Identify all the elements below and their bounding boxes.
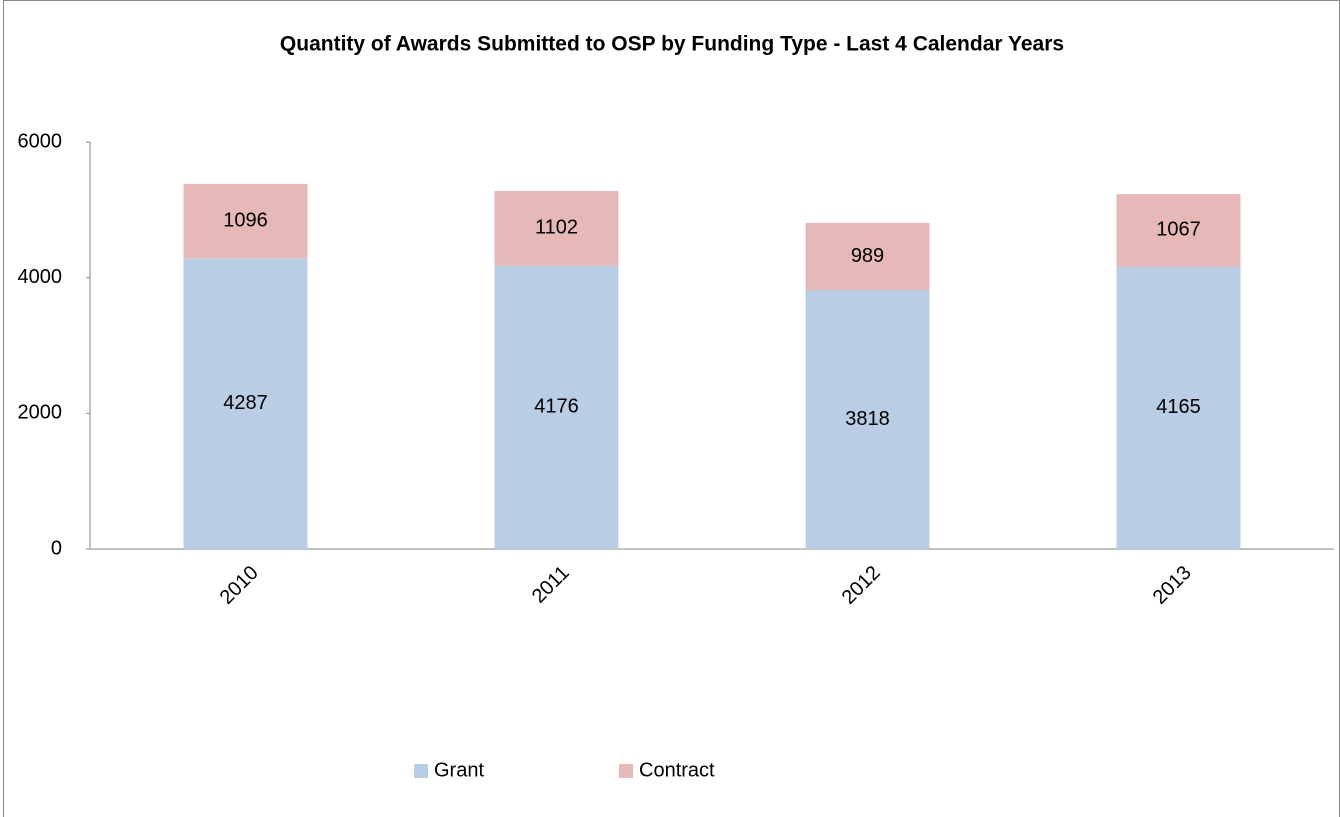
data-label: 4165	[1156, 396, 1201, 418]
bar-segment	[494, 190, 619, 266]
data-label: 989	[851, 245, 884, 267]
legend-label: Grant	[434, 759, 484, 781]
data-label: 1102	[535, 217, 578, 239]
bar-segment	[183, 183, 308, 259]
bar-segment	[183, 258, 308, 549]
bar-segment	[1116, 194, 1241, 267]
data-label: 4287	[223, 392, 268, 414]
legend-swatch	[414, 764, 428, 778]
data-label: 1096	[223, 209, 268, 231]
bar-segment	[494, 265, 619, 549]
bar-segment	[1116, 266, 1241, 549]
data-label: 3818	[845, 408, 890, 430]
y-tick-label: 6000	[18, 130, 63, 152]
data-label: 4176	[534, 396, 579, 418]
chart-title: Quantity of Awards Submitted to OSP by F…	[280, 33, 1064, 56]
y-tick-label: 2000	[18, 402, 63, 424]
data-label: 1067	[1156, 219, 1201, 241]
y-tick-label: 4000	[18, 266, 63, 288]
legend-swatch	[619, 764, 633, 778]
bar-segment	[805, 222, 930, 291]
legend-label: Contract	[639, 759, 715, 781]
bar-segment	[805, 290, 930, 549]
y-tick-label: 0	[51, 537, 62, 559]
